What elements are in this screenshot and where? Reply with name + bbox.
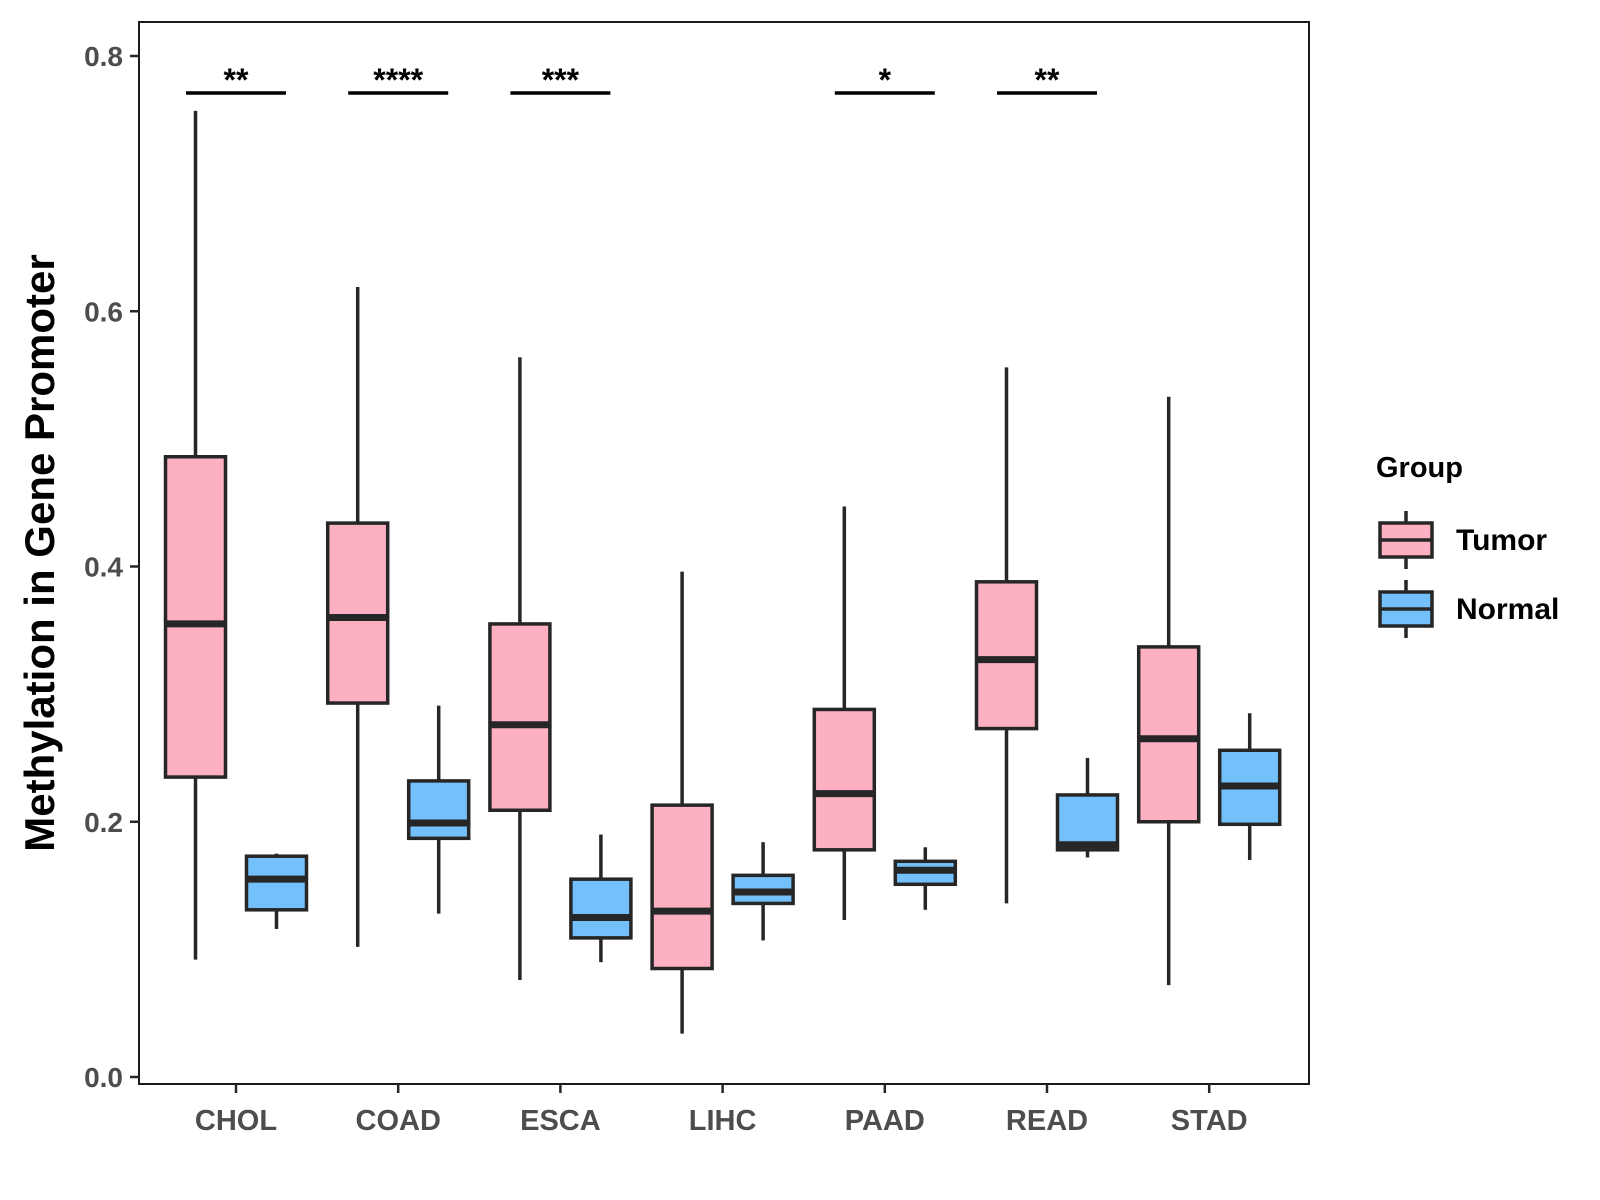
tumor-box-chol bbox=[163, 110, 228, 960]
significance-label: **** bbox=[373, 62, 423, 98]
y-tick-label: 0.0 bbox=[84, 1062, 123, 1093]
tumor-box-coad bbox=[325, 287, 390, 947]
significance-label: ** bbox=[224, 62, 249, 98]
box-iqr bbox=[488, 622, 552, 813]
box-iqr bbox=[1136, 645, 1201, 824]
tumor-box-esca bbox=[488, 357, 552, 981]
normal-box-coad bbox=[406, 705, 471, 914]
significance-label: *** bbox=[542, 62, 580, 98]
y-axis-title: Methylation in Gene Promoter bbox=[16, 254, 63, 851]
box-iqr bbox=[650, 803, 714, 971]
box-iqr bbox=[812, 707, 877, 852]
tumor-box-read bbox=[974, 367, 1039, 904]
significance-annotations: ** **** *** * ** bbox=[186, 62, 1097, 98]
tumor-box-stad bbox=[1136, 396, 1201, 986]
box-iqr bbox=[974, 580, 1039, 731]
significance-label: * bbox=[879, 62, 892, 98]
y-axis: 0.0 0.2 0.4 0.6 0.8 bbox=[84, 41, 139, 1093]
box-group bbox=[163, 110, 1282, 1034]
normal-box-esca bbox=[569, 834, 633, 963]
normal-box-lihc bbox=[731, 842, 795, 941]
legend-title: Group bbox=[1376, 452, 1463, 484]
y-tick-label: 0.2 bbox=[84, 807, 123, 838]
x-tick-label: STAD bbox=[1171, 1105, 1248, 1137]
box-iqr bbox=[1055, 793, 1120, 852]
tumor-box-paad bbox=[812, 506, 877, 921]
normal-box-read bbox=[1055, 757, 1120, 858]
box-iqr bbox=[163, 454, 228, 779]
legend-label: Normal bbox=[1456, 593, 1559, 626]
box-iqr bbox=[406, 779, 471, 841]
x-axis: CHOL COAD ESCA LIHC PAAD READ STAD bbox=[195, 1084, 1248, 1137]
normal-box-chol bbox=[244, 853, 309, 929]
significance-label: ** bbox=[1035, 62, 1060, 98]
y-tick-label: 0.4 bbox=[84, 552, 123, 583]
x-tick-label: LIHC bbox=[689, 1105, 757, 1137]
box-iqr bbox=[569, 877, 633, 940]
box-iqr bbox=[325, 521, 390, 705]
x-tick-label: PAAD bbox=[845, 1105, 925, 1137]
x-tick-label: CHOL bbox=[195, 1105, 277, 1137]
y-tick-label: 0.6 bbox=[84, 296, 123, 327]
legend-item-tumor: Tumor bbox=[1378, 511, 1547, 569]
x-tick-label: READ bbox=[1006, 1105, 1088, 1137]
box-iqr bbox=[244, 854, 309, 912]
legend-item-normal: Normal bbox=[1378, 580, 1559, 638]
y-tick-label: 0.8 bbox=[84, 41, 123, 72]
normal-box-stad bbox=[1217, 713, 1282, 861]
x-tick-label: COAD bbox=[356, 1105, 441, 1137]
plot-panel bbox=[138, 21, 1310, 1085]
tumor-box-lihc bbox=[650, 571, 714, 1034]
legend-label: Tumor bbox=[1456, 524, 1547, 557]
legend: Group Tumor Normal bbox=[1376, 452, 1559, 638]
normal-box-paad bbox=[893, 847, 958, 910]
x-tick-label: ESCA bbox=[520, 1105, 601, 1137]
